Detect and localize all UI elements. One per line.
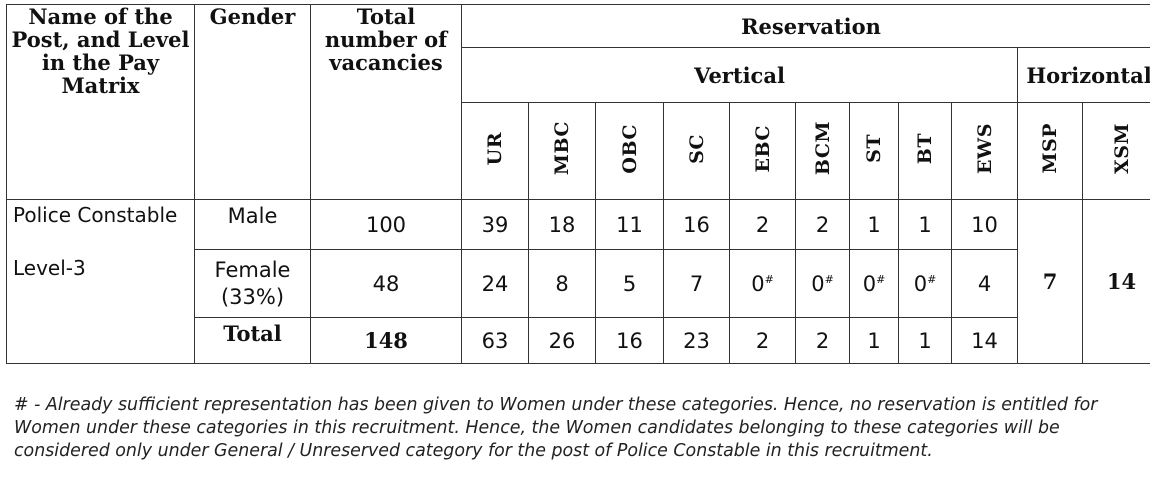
header-category: UR (461, 102, 529, 200)
value-cell: 2 (795, 317, 850, 364)
value-text: 0 (862, 271, 877, 296)
post-cell: Police Constable Level-3 (6, 199, 195, 364)
header-row-1: Name of the Post, and Level in the Pay M… (6, 4, 1150, 200)
value-cell: 63 (461, 317, 529, 364)
header-category: OBC (595, 102, 664, 200)
header-category: ST (849, 102, 899, 200)
value-cell: 16 (595, 317, 664, 364)
gender-cell: Male (194, 199, 311, 250)
value-cell: 7 (663, 249, 730, 318)
header-row-2: Vertical Horizontal (7, 47, 1150, 103)
hash-mark: # (764, 272, 774, 286)
value-cell: 1 (849, 317, 899, 364)
value-cell: 0# (795, 249, 850, 318)
value-cell: 16 (663, 199, 730, 250)
header-reservation: Reservation (460, 4, 1150, 48)
value-cell: 2 (729, 199, 796, 250)
value-cell: 24 (461, 249, 529, 318)
footnote: # - Already sufficient representation ha… (14, 395, 1098, 461)
xsm-value: 14 (1081, 199, 1150, 364)
reservation-table: Name of the Post, and Level in the Pay M… (6, 4, 1150, 364)
table-row: Police Constable Level-3 Male 100 39 18 … (6, 199, 1150, 364)
table-row: Total 148 63 26 16 23 2 2 1 1 14 (7, 317, 1150, 364)
value-cell: 0# (849, 249, 899, 318)
value-text: 0 (811, 271, 825, 296)
header-horizontal: Horizontal (1016, 47, 1150, 103)
header-row-3: UR MBC OBC SC EBC BCM ST BT EWS MSP XSM (7, 102, 1150, 200)
value-cell: 39 (461, 199, 529, 250)
value-cell: 0# (898, 249, 952, 318)
post-level: Level-3 (13, 256, 86, 280)
value-cell: 18 (528, 199, 596, 250)
value-cell: 10 (951, 199, 1018, 250)
header-category: SC (663, 102, 730, 200)
value-cell: 23 (663, 317, 730, 364)
reservation-table-wrap: Name of the Post, and Level in the Pay M… (6, 4, 1150, 364)
header-category: BT (898, 102, 952, 200)
total-cell: 100 (310, 199, 462, 250)
value-cell: 1 (898, 199, 952, 250)
value-cell: 2 (729, 317, 796, 364)
value-cell: 4 (951, 249, 1018, 318)
gender-cell: Total (194, 317, 311, 364)
value-cell: 11 (595, 199, 664, 250)
value-text: 0 (913, 271, 928, 296)
header-category: BCM (795, 102, 850, 200)
gender-cell: Female (33%) (194, 249, 311, 318)
header-vertical: Vertical (461, 47, 1018, 103)
header-post: Name of the Post, and Level in the Pay M… (6, 4, 195, 200)
header-gender: Gender (194, 4, 311, 200)
header-category: MSP (1017, 102, 1083, 200)
header-category: EWS (951, 102, 1018, 200)
hash-mark: # (824, 272, 834, 286)
value-cell: 1 (898, 317, 952, 364)
value-cell: 8 (528, 249, 596, 318)
post-name: Police Constable (13, 203, 178, 227)
value-cell: 1 (849, 199, 899, 250)
hash-mark: # (927, 272, 937, 286)
value-cell: 14 (951, 317, 1018, 364)
total-cell: 48 (310, 249, 462, 318)
total-cell: 148 (310, 317, 462, 364)
hash-mark: # (876, 272, 886, 286)
header-category: XSM (1081, 102, 1150, 200)
value-cell: 0# (729, 249, 796, 318)
value-cell: 5 (595, 249, 664, 318)
header-category: MBC (528, 102, 596, 200)
value-cell: 26 (528, 317, 596, 364)
msp-value: 7 (1017, 199, 1083, 364)
header-total-vacancies: Total number of vacancies (310, 4, 462, 200)
table-row: Female (33%) 48 24 8 5 7 0# 0# 0# 0# 4 (7, 249, 1150, 318)
value-cell: 2 (795, 199, 850, 250)
value-text: 0 (751, 271, 765, 296)
header-category: EBC (729, 102, 796, 200)
